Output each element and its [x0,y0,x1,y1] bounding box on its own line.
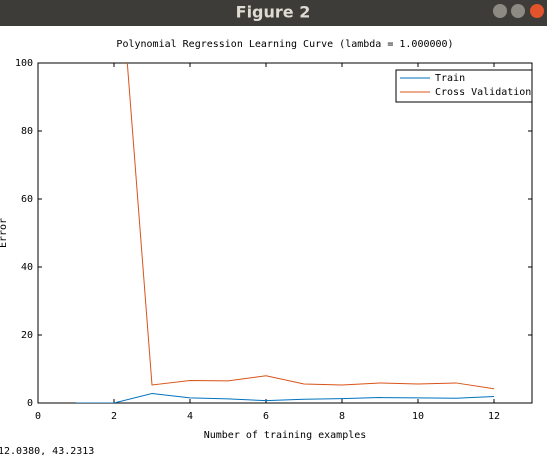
maximize-button[interactable] [511,4,525,18]
line-series [126,63,495,390]
close-button[interactable] [530,4,544,18]
plot-area [76,63,495,403]
x-tick-label: 6 [263,411,269,422]
y-tick-label: 100 [15,58,33,69]
legend-label: Cross Validation [435,87,531,98]
y-tick-label: 80 [21,126,33,137]
x-tick-label: 8 [339,411,345,422]
y-axis-label: Error [0,218,9,248]
x-tick-label: 0 [35,411,41,422]
minimize-button[interactable] [493,4,507,18]
title-bar [0,0,547,26]
axes-box [37,62,533,404]
x-tick-label: 4 [187,411,193,422]
y-tick-label: 20 [21,330,33,341]
y-tick-label: 0 [27,398,33,409]
legend-box [395,69,533,103]
x-tick-label: 10 [412,411,424,422]
x-tick-label: 12 [488,411,500,422]
line-series [76,392,495,403]
chart-title: Polynomial Regression Learning Curve (la… [116,39,453,50]
status-text: 12.0380, 43.2313 [0,446,94,455]
x-axis-label: Number of training examples [204,430,367,441]
y-tick-label: 40 [21,262,33,273]
x-tick-label: 2 [111,411,117,422]
window-title: Figure 2 [236,3,311,22]
legend-label: Train [435,73,465,84]
y-tick-label: 60 [21,194,33,205]
